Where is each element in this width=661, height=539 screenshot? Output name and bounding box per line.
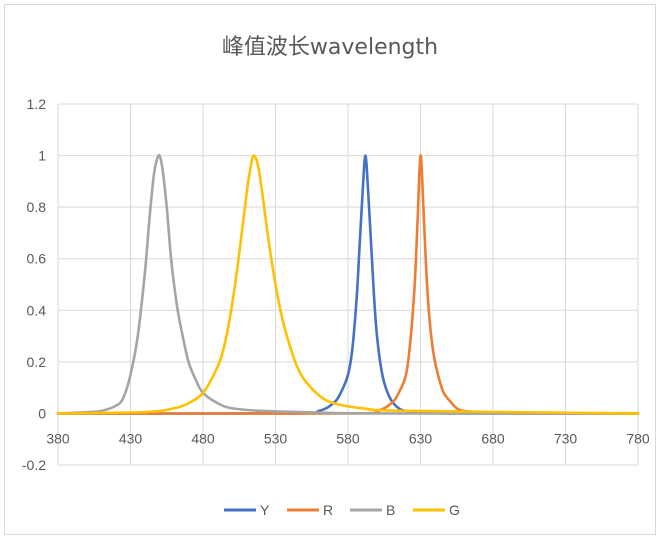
gridlines	[57, 103, 639, 466]
x-tick-label: 730	[554, 430, 578, 446]
legend-label-b: B	[386, 502, 395, 518]
chart-frame	[4, 4, 656, 535]
legend-label-g: G	[449, 502, 460, 518]
series-lines	[56, 153, 640, 415]
chart-title: 峰值波长wavelength	[222, 35, 438, 60]
legend-label-r: R	[323, 502, 333, 518]
y-tick-label: 1.2	[27, 96, 47, 112]
axes: -0.2 0 0.2 0.4 0.6 0.8 1 1.2 380 430 480 530 580 630 6…	[22, 96, 650, 473]
y-tick-label: 0.2	[27, 354, 47, 370]
y-tick-label: 1	[38, 148, 46, 164]
x-tick-label: 630	[409, 430, 433, 446]
x-tick-label: 780	[626, 430, 650, 446]
y-tick-label: 0	[38, 405, 46, 421]
legend-label-y: Y	[260, 502, 270, 518]
y-tick-label: -0.2	[22, 457, 46, 473]
x-tick-label: 530	[264, 430, 288, 446]
x-tick-label: 380	[46, 430, 70, 446]
series-line-g	[56, 154, 640, 415]
y-tick-label: 0.4	[27, 302, 47, 318]
x-tick-label: 430	[119, 430, 143, 446]
x-tick-label: 480	[191, 430, 215, 446]
x-tick-label: 680	[481, 430, 505, 446]
y-tick-label: 0.8	[27, 199, 47, 215]
x-tick-label: 580	[336, 430, 360, 446]
series-line-b	[56, 153, 640, 415]
y-tick-label: 0.6	[27, 251, 47, 267]
